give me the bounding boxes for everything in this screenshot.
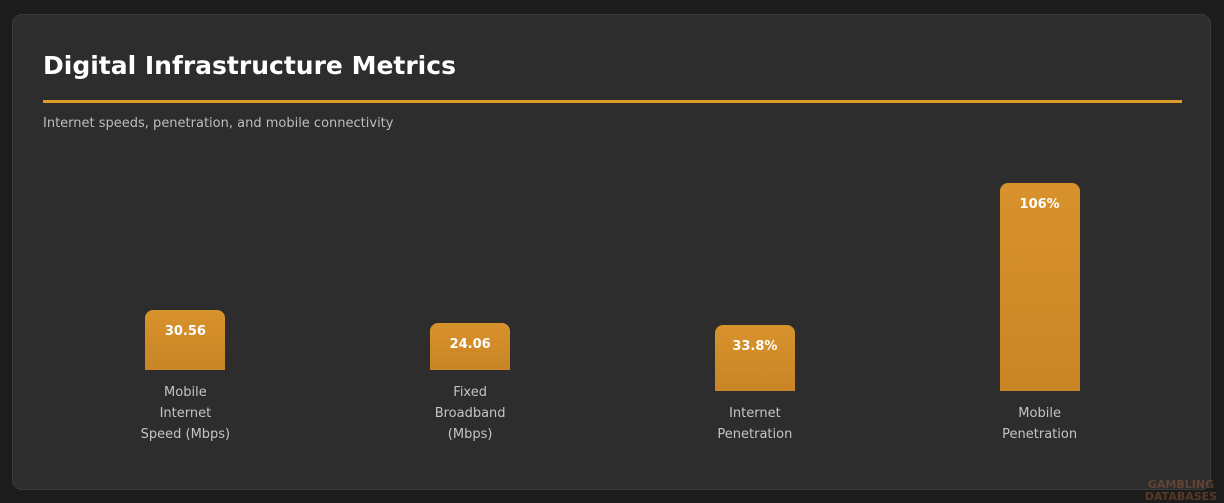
bar-column: 33.8% Internet Penetration <box>613 324 898 445</box>
chart-title: Digital Infrastructure Metrics <box>43 51 456 80</box>
category-label: Mobile Penetration <box>1002 406 1078 442</box>
plot-area: 30.56 Mobile Internet Speed (Mbps) 24.06 Fi… <box>43 155 1182 445</box>
bar: 24.06 <box>430 322 511 370</box>
category-label: Mobile Internet Speed (Mbps) <box>140 385 231 442</box>
watermark: GAMBLING DATABASES <box>1144 478 1218 503</box>
category-label: Fixed Broadband (Mbps) <box>434 385 506 442</box>
value-label: 24.06 <box>449 336 491 352</box>
bar: 106% <box>999 183 1080 391</box>
chart-card: Digital Infrastructure Metrics Internet … <box>12 14 1211 490</box>
bar: 30.56 <box>145 310 226 370</box>
bar-column: 24.06 Fixed Broadband (Mbps) <box>328 322 613 445</box>
bar: 33.8% <box>714 324 795 391</box>
value-label: 106% <box>1019 197 1060 212</box>
category-label: Internet Penetration <box>717 406 793 442</box>
chart-subtitle: Internet speeds, penetration, and mobile… <box>43 116 394 131</box>
value-label: 30.56 <box>164 324 206 340</box>
bar-column: 30.56 Mobile Internet Speed (Mbps) <box>43 310 328 445</box>
title-rule <box>43 100 1182 103</box>
bar-column: 106% Mobile Penetration <box>897 183 1182 445</box>
value-label: 33.8% <box>732 338 778 354</box>
